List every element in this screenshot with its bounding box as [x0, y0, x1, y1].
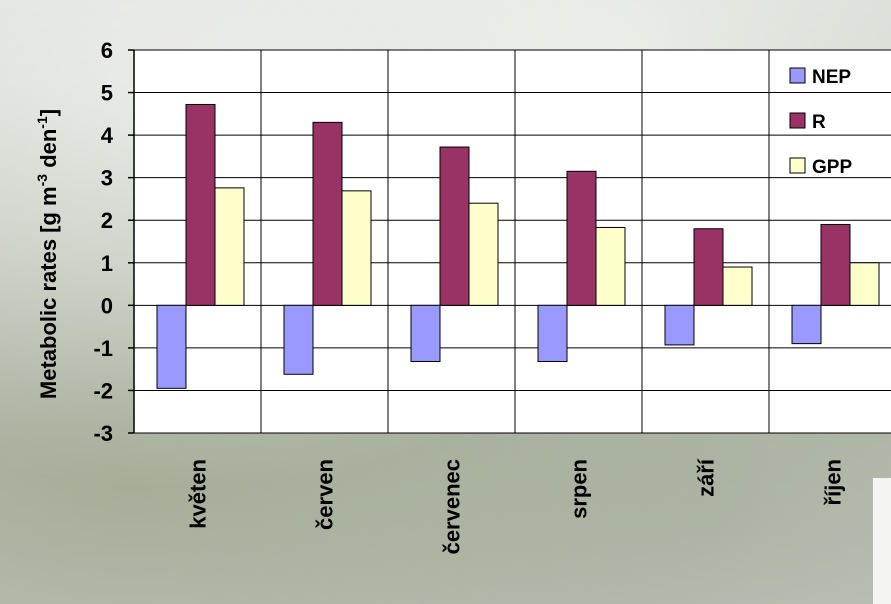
bar-gpp-3	[468, 202, 499, 306]
x-axis: květen červen červenec srpen září říjen	[186, 458, 846, 554]
bar-gpp-1	[214, 187, 245, 306]
y-axis-title: Metabolic rates [g m-3 den-1]	[34, 109, 61, 399]
y-axis-title-mid: den	[36, 129, 61, 174]
y-axis: -3 -2 -1 0 1 2 3 4 5 6	[93, 38, 135, 446]
legend-swatch-gpp	[789, 157, 806, 174]
bar-r-6	[820, 223, 851, 306]
legend-swatch-r	[789, 112, 806, 129]
bar-nep-6	[791, 304, 822, 345]
y-axis-title-end: ]	[36, 109, 61, 116]
corner-panel	[872, 478, 891, 604]
y-tick-label: -2	[93, 378, 113, 403]
legend-label-nep: NEP	[812, 67, 851, 88]
category-label: říjen	[821, 459, 846, 505]
y-tick-label: 3	[101, 166, 113, 191]
legend-swatch-nep	[789, 67, 806, 84]
y-tick-label: 6	[101, 38, 113, 63]
bar-gpp-2	[341, 190, 372, 306]
y-tick-label: 1	[101, 251, 113, 276]
bar-nep-4	[537, 304, 568, 363]
category-label: září	[694, 458, 719, 497]
plot-area	[133, 49, 891, 434]
y-tick-label: -1	[93, 336, 113, 361]
category-label: červen	[313, 459, 338, 530]
bar-nep-3	[410, 304, 441, 363]
bar-nep-1	[156, 304, 187, 389]
y-tick-label: 5	[101, 81, 113, 106]
bar-nep-2	[283, 304, 314, 375]
y-tick-label: -3	[93, 421, 113, 446]
bar-gpp-6	[849, 262, 880, 306]
y-axis-title-sup1: -3	[34, 174, 50, 187]
y-tick-label: 4	[101, 123, 114, 148]
bar-r-1	[185, 103, 216, 306]
bar-gpp-4	[595, 226, 626, 306]
category-label: srpen	[567, 459, 592, 519]
legend-label-r: R	[812, 112, 826, 133]
y-axis-title-sup2: -1	[34, 116, 50, 129]
y-tick-label: 0	[101, 293, 113, 318]
category-label: červenec	[440, 459, 465, 554]
y-tick-label: 2	[101, 208, 113, 233]
bar-nep-5	[664, 304, 695, 346]
legend: NEP R GPP	[789, 67, 852, 178]
y-axis-title-main: Metabolic rates [g m	[36, 186, 61, 399]
bar-gpp-5	[722, 266, 753, 306]
bar-r-2	[312, 121, 343, 306]
legend-label-gpp: GPP	[812, 157, 852, 178]
plot-background	[134, 50, 891, 433]
bar-r-4	[566, 170, 597, 306]
bar-r-3	[439, 146, 470, 306]
bar-r-5	[693, 228, 724, 306]
category-label: květen	[186, 459, 211, 529]
